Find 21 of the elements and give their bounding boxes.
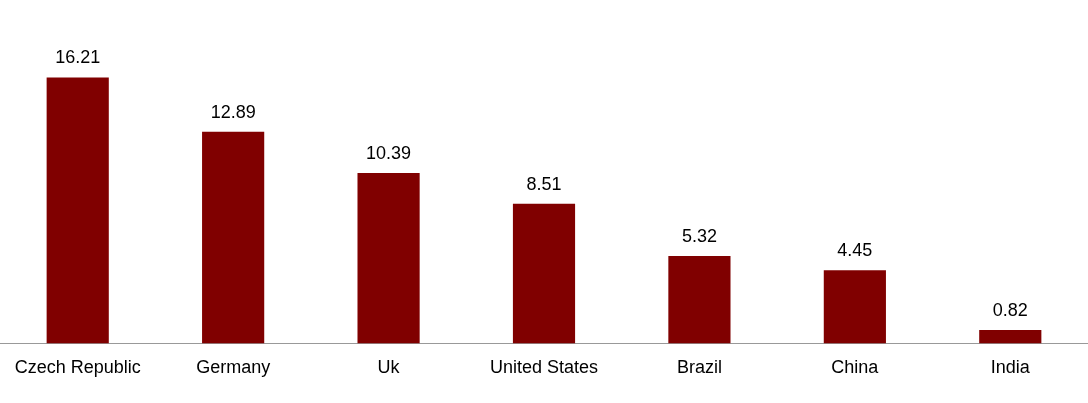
x-tick-label: Uk [377,357,401,378]
data-label: 8.51 [526,173,562,194]
bar [512,203,576,344]
x-tick-label: United States [489,357,599,378]
x-tick-label: India [990,357,1031,378]
x-tick-label: China [831,357,880,378]
data-label: 5.32 [681,226,717,247]
data-label: 0.82 [992,299,1028,320]
bar [357,172,420,344]
x-tick-label: Czech Republic [14,357,141,378]
data-label: 16.21 [55,47,101,68]
bar [668,256,731,344]
bar [979,329,1042,344]
x-tick-label: Brazil [676,357,722,378]
x-tick-label: Germany [196,357,271,378]
bar [46,77,109,344]
data-label: 12.89 [210,101,256,122]
bar [823,270,886,344]
data-label: 10.39 [366,142,412,163]
bar [202,131,265,344]
data-label: 4.45 [837,240,873,261]
